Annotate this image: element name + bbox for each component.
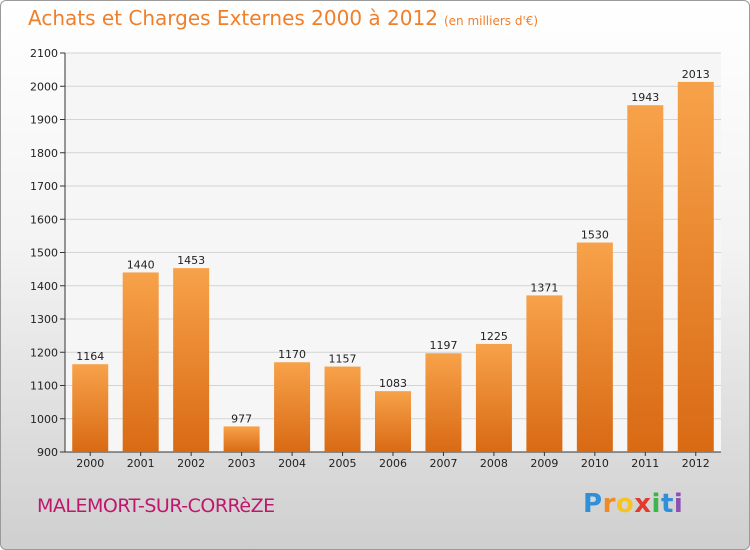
x-tick-label: 2011: [631, 457, 659, 470]
y-tick-label: 1800: [30, 147, 58, 160]
chart-unit: (en milliers d'€): [443, 14, 539, 28]
logo-letter: i: [651, 489, 661, 519]
y-tick-label: 1500: [30, 247, 58, 260]
bar-2004[interactable]: [274, 362, 311, 452]
labels: 900 1000 1100 1200 1300 1400 1500 1600 1700 1800 1…: [30, 47, 710, 470]
bar-2001[interactable]: [122, 272, 159, 452]
logo-letter: r: [602, 489, 616, 519]
logo-letter: P: [583, 489, 603, 519]
bar-2003[interactable]: [223, 426, 260, 452]
bar-2010[interactable]: [576, 242, 613, 452]
bar-2006[interactable]: [375, 391, 411, 452]
value-label: 1197: [429, 339, 457, 352]
x-tick-label: 2007: [429, 457, 457, 470]
value-label: 2013: [682, 68, 710, 81]
y-tick-label: 1900: [30, 114, 58, 127]
bar-2002[interactable]: [173, 268, 210, 452]
value-label: 1164: [76, 350, 104, 363]
x-tick-label: 2002: [177, 457, 205, 470]
x-tick-label: 2003: [228, 457, 256, 470]
x-tick-label: 2006: [379, 457, 407, 470]
logo-letter: o: [615, 489, 635, 519]
value-label: 977: [231, 412, 252, 425]
y-tick-label: 1300: [30, 313, 58, 326]
value-label: 1440: [127, 258, 155, 271]
proxiti-logo[interactable]: Proxiti: [583, 489, 683, 519]
y-tick-label: 1000: [30, 413, 58, 426]
x-tick-label: 2001: [127, 457, 155, 470]
bar-2000[interactable]: [72, 364, 109, 452]
y-tick-label: 900: [37, 446, 58, 459]
bars: [72, 81, 714, 453]
y-tick-label: 1100: [30, 380, 58, 393]
logo-letter: i: [673, 489, 684, 519]
x-tick-label: 2009: [530, 457, 558, 470]
y-tick-label: 1200: [30, 346, 58, 359]
bar-2005[interactable]: [324, 366, 361, 452]
value-label: 1943: [631, 91, 659, 104]
y-tick-label: 2100: [30, 47, 58, 60]
x-tick-label: 2012: [682, 457, 710, 470]
value-label: 1170: [278, 348, 306, 361]
value-label: 1225: [480, 330, 508, 343]
bar-2012[interactable]: [677, 81, 714, 453]
bar-2009[interactable]: [526, 295, 563, 452]
x-tick-label: 2000: [76, 457, 104, 470]
town-name: MALEMORT-SUR-CORRèZE: [37, 495, 275, 517]
x-tick-label: 2010: [581, 457, 609, 470]
value-label: 1453: [177, 254, 205, 267]
x-tick-label: 2005: [329, 457, 357, 470]
y-tick-label: 2000: [30, 80, 58, 93]
value-label: 1530: [581, 229, 609, 242]
y-tick-label: 1700: [30, 180, 58, 193]
value-label: 1157: [329, 353, 357, 366]
x-tick-label: 2004: [278, 457, 306, 470]
bar-2011[interactable]: [627, 105, 664, 452]
chart-title-text: Achats et Charges Externes 2000 à 2012: [28, 6, 438, 30]
bar-2007[interactable]: [425, 353, 462, 452]
y-tick-label: 1600: [30, 213, 58, 226]
bar-2008[interactable]: [475, 343, 512, 452]
value-label: 1371: [530, 281, 558, 294]
logo-letter: x: [634, 489, 652, 519]
y-tick-label: 1400: [30, 280, 58, 293]
x-tick-label: 2008: [480, 457, 508, 470]
chart-title: Achats et Charges Externes 2000 à 2012 (e…: [28, 6, 538, 30]
value-label: 1083: [379, 377, 407, 390]
logo-letter: t: [660, 489, 674, 519]
